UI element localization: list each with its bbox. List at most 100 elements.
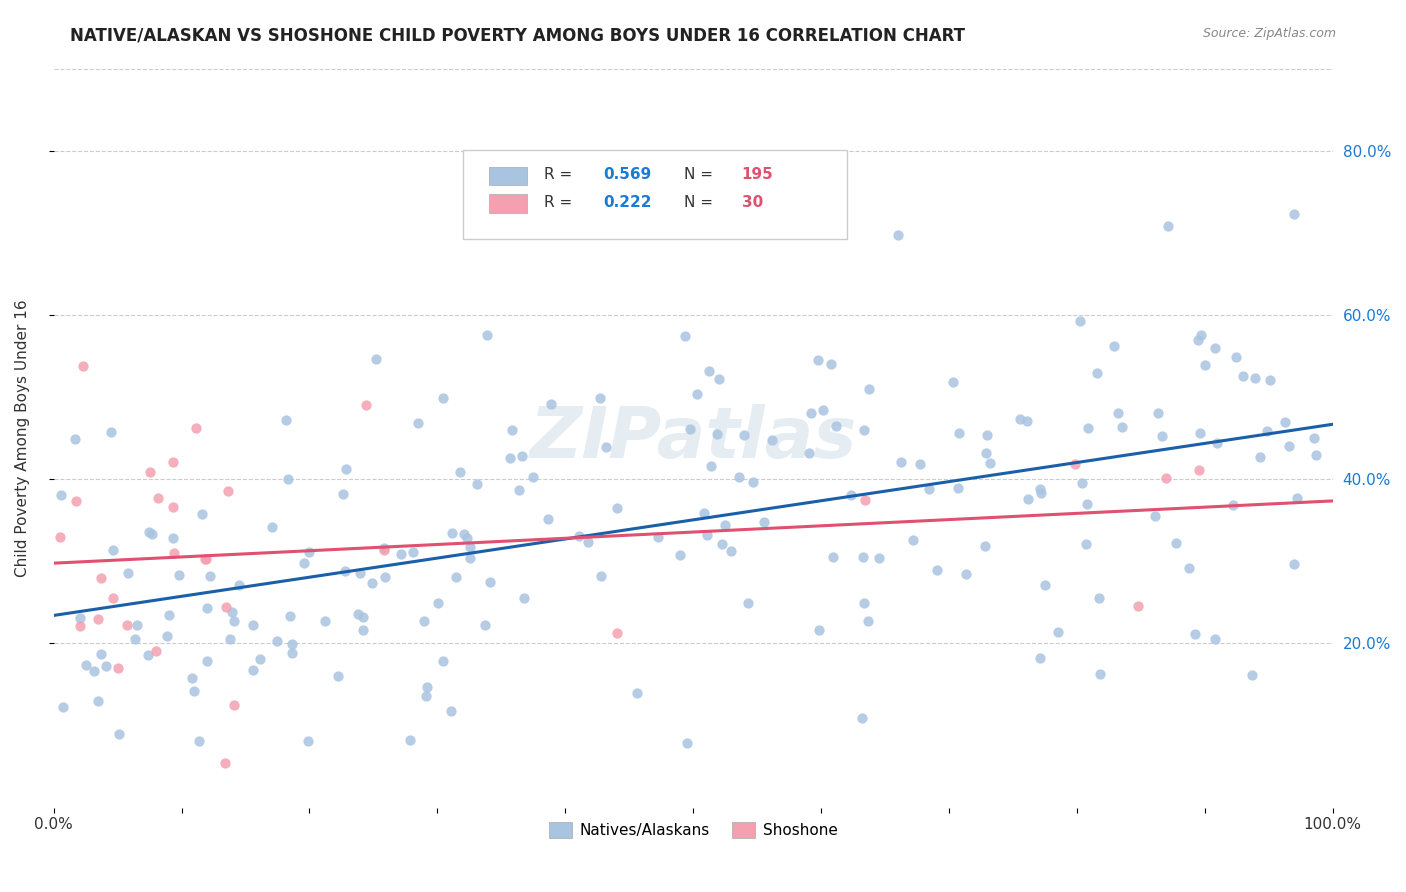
Point	[626, 686, 648, 700]
Point	[589, 569, 612, 583]
Point	[100, 425, 122, 440]
Point	[910, 457, 932, 471]
Point	[63, 432, 86, 446]
Point	[853, 493, 876, 508]
Point	[449, 465, 471, 479]
Point	[737, 596, 759, 610]
Point	[1204, 632, 1226, 647]
Point	[595, 440, 617, 454]
Point	[1222, 498, 1244, 512]
Text: R =: R =	[544, 194, 576, 210]
Point	[297, 734, 319, 748]
Point	[1194, 358, 1216, 372]
Point	[163, 546, 186, 560]
Point	[162, 500, 184, 515]
Point	[1088, 667, 1111, 681]
Text: R =: R =	[544, 168, 576, 183]
Point	[1249, 450, 1271, 465]
Point	[808, 623, 831, 637]
Point	[811, 402, 834, 417]
Point	[800, 406, 823, 420]
Point	[851, 711, 873, 725]
Point	[761, 433, 783, 447]
Text: ZIPatlas: ZIPatlas	[530, 404, 856, 473]
Point	[976, 427, 998, 442]
Point	[183, 684, 205, 698]
Point	[513, 591, 536, 605]
Point	[647, 530, 669, 544]
Point	[157, 608, 180, 623]
Point	[456, 531, 478, 545]
Point	[101, 543, 124, 558]
Text: Source: ZipAtlas.com: Source: ZipAtlas.com	[1202, 27, 1336, 40]
Point	[187, 733, 209, 747]
Point	[799, 446, 821, 460]
Point	[1143, 509, 1166, 524]
Point	[427, 596, 450, 610]
Point	[440, 704, 463, 718]
Point	[668, 548, 690, 562]
Point	[195, 601, 218, 615]
Point	[974, 540, 997, 554]
Point	[1177, 561, 1199, 575]
Point	[1282, 558, 1305, 572]
Point	[145, 643, 167, 657]
Point	[125, 618, 148, 632]
Point	[441, 526, 464, 541]
Point	[948, 425, 970, 440]
Point	[576, 535, 599, 549]
Point	[86, 694, 108, 708]
Point	[868, 551, 890, 566]
Point	[974, 446, 997, 460]
Point	[1240, 667, 1263, 681]
Point	[276, 413, 298, 427]
Point	[477, 327, 499, 342]
Point	[314, 614, 336, 628]
Point	[141, 526, 163, 541]
Point	[416, 680, 439, 694]
Point	[474, 617, 496, 632]
Text: N =: N =	[685, 194, 718, 210]
Point	[167, 568, 190, 582]
Point	[887, 227, 910, 242]
Point	[1274, 415, 1296, 429]
Point	[72, 359, 94, 374]
Point	[1154, 471, 1177, 485]
Point	[1256, 424, 1278, 438]
Point	[890, 455, 912, 469]
Point	[162, 532, 184, 546]
Point	[218, 632, 240, 646]
Point	[1033, 578, 1056, 592]
Point	[1111, 420, 1133, 434]
Point	[856, 614, 879, 628]
Point	[1017, 491, 1039, 506]
Point	[1188, 426, 1211, 441]
Point	[1128, 599, 1150, 613]
Point	[942, 375, 965, 389]
Point	[361, 576, 384, 591]
Point	[1146, 406, 1168, 420]
Point	[222, 614, 245, 628]
Point	[927, 563, 949, 577]
Point	[242, 617, 264, 632]
Point	[823, 550, 845, 565]
Point	[69, 619, 91, 633]
Point	[700, 458, 723, 473]
Point	[281, 637, 304, 651]
Point	[711, 537, 734, 551]
Point	[697, 364, 720, 378]
Point	[90, 571, 112, 585]
Point	[1010, 412, 1032, 426]
Point	[266, 633, 288, 648]
Point	[720, 543, 742, 558]
Point	[685, 386, 707, 401]
Point	[326, 668, 349, 682]
Point	[335, 462, 357, 476]
Point	[522, 470, 544, 484]
Point	[413, 614, 436, 628]
Point	[349, 566, 371, 581]
Point	[1164, 535, 1187, 549]
Point	[281, 646, 304, 660]
Point	[1070, 476, 1092, 491]
Point	[195, 654, 218, 668]
